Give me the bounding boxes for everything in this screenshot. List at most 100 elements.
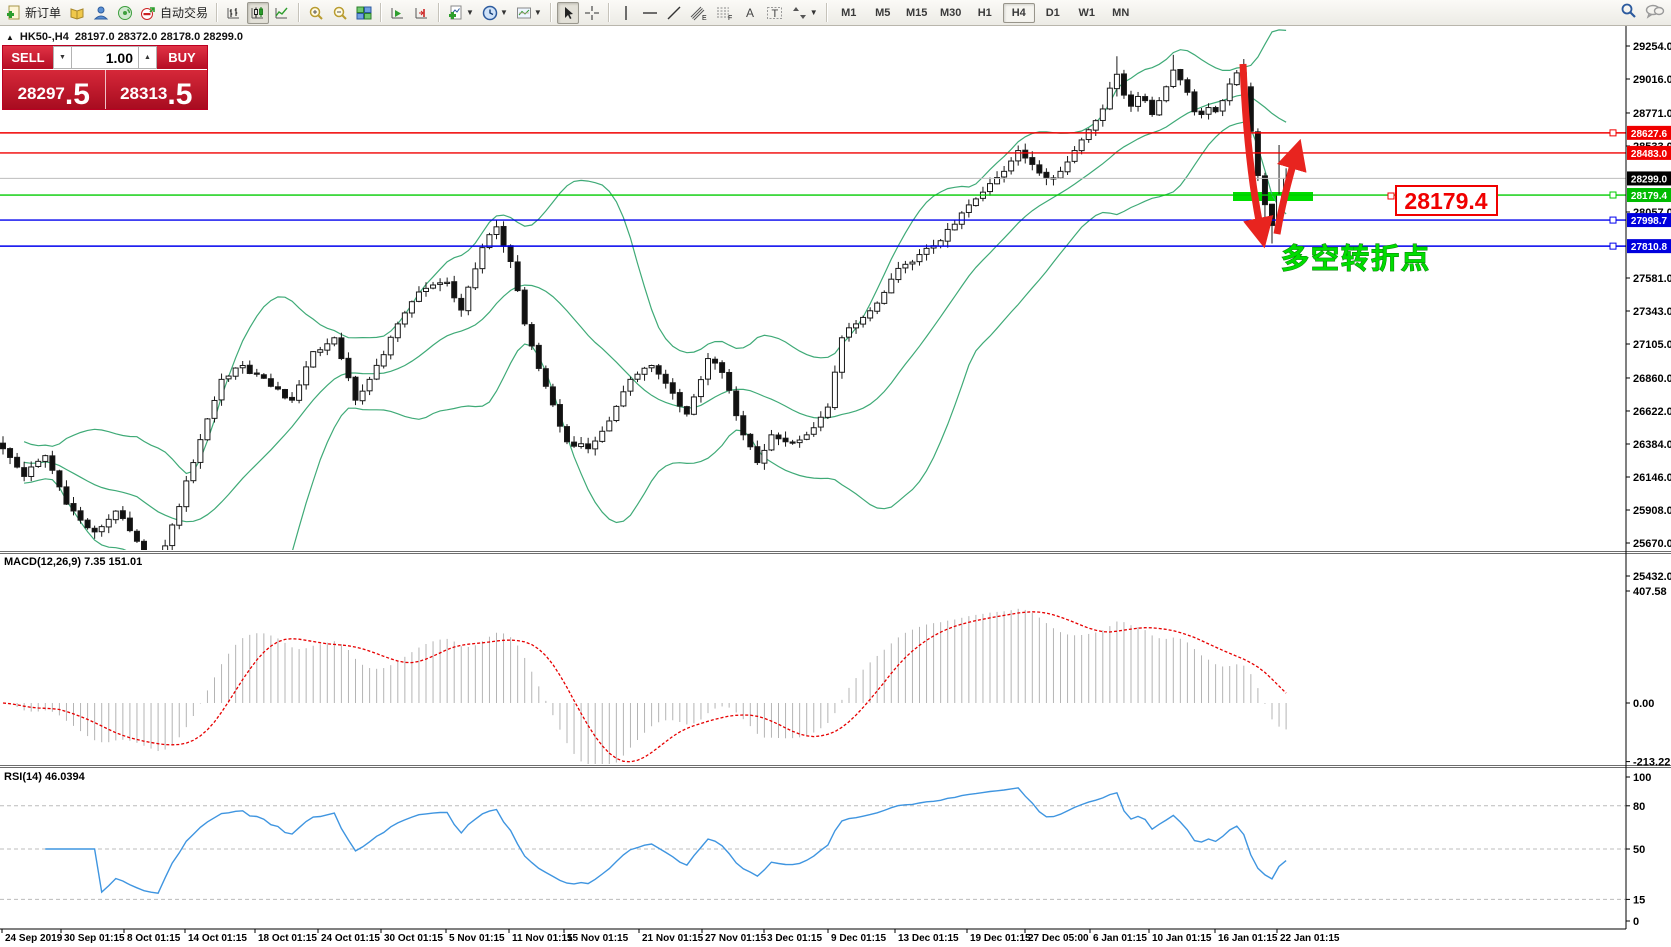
candle [472, 268, 479, 289]
dropdown-caret: ▼ [809, 8, 818, 17]
equidistant-channel-icon: E [690, 6, 707, 21]
candle [366, 378, 373, 392]
volume-input[interactable]: 1.00 [72, 46, 138, 69]
zoom-in-button[interactable] [305, 2, 327, 24]
sell-price-dec: .5 [64, 77, 90, 111]
candle [655, 365, 662, 375]
timeframe-button-d1[interactable]: D1 [1045, 6, 1060, 19]
chart-shift-button[interactable] [411, 2, 433, 24]
fibonacci-tool-button[interactable]: F [713, 2, 737, 24]
text-tool-button[interactable]: A [739, 2, 761, 24]
candlestick-mode-button[interactable] [247, 1, 270, 24]
arrows-tool-button[interactable]: ▼ [789, 2, 821, 24]
candle [690, 396, 697, 415]
cursor-icon [564, 6, 573, 19]
timeframe-button-h1[interactable]: H1 [977, 6, 992, 19]
candle [923, 247, 930, 255]
timeframe-button-m30[interactable]: M30 [940, 6, 962, 19]
svg-text:30 Oct 01:15: 30 Oct 01:15 [384, 933, 443, 944]
buy-button[interactable]: BUY [157, 46, 207, 69]
volume-decrease-button[interactable]: ▼ [53, 46, 72, 69]
crosshair-icon [584, 5, 599, 20]
dropdown-caret: ▼ [466, 8, 474, 17]
bar-chart-mode-button[interactable] [223, 2, 245, 24]
candle [1057, 170, 1064, 179]
svg-text:E: E [702, 15, 707, 21]
auto-scroll-button[interactable] [387, 2, 409, 24]
timeframe-button-m5[interactable]: M5 [875, 6, 891, 19]
signals-button[interactable] [114, 2, 136, 24]
candle [401, 312, 408, 325]
timeframe-button-w1[interactable]: W1 [1078, 6, 1095, 19]
crosshair-tool-button[interactable] [581, 2, 603, 24]
buy-price-button[interactable]: 28313 .5 [105, 70, 207, 109]
sell-button[interactable]: SELL [3, 46, 53, 69]
svg-text:-213.22: -213.22 [1633, 757, 1670, 769]
macd-histogram [9, 608, 1287, 764]
candle [119, 510, 126, 519]
svg-text:27 Dec 05:00: 27 Dec 05:00 [1028, 933, 1089, 944]
candle [761, 449, 768, 464]
timeframe-button-h4[interactable]: H4 [1002, 2, 1035, 23]
trend-arrow-down[interactable] [1239, 63, 1274, 249]
tile-windows-button[interactable] [353, 2, 375, 24]
collapse-icon[interactable]: ▲ [6, 32, 14, 42]
indicators-button[interactable]: ▼ [445, 2, 477, 24]
svg-text:9 Dec 01:15: 9 Dec 01:15 [831, 933, 886, 944]
channel-tool-button[interactable]: E [687, 2, 711, 24]
candle [1226, 83, 1233, 102]
text-label-tool-button[interactable]: T [763, 2, 787, 24]
templates-button[interactable]: ▼ [513, 2, 545, 24]
trendline-tool-button[interactable] [663, 2, 685, 24]
line-chart-mode-button[interactable] [271, 2, 293, 24]
search-icon[interactable] [1620, 2, 1637, 19]
timeframe-button-m1[interactable]: M1 [841, 6, 857, 19]
svg-text:15: 15 [1633, 894, 1645, 906]
candle [1261, 175, 1268, 206]
candle [719, 362, 726, 373]
svg-text:25432.0: 25432.0 [1633, 571, 1671, 583]
candle [697, 379, 704, 398]
zoom-out-button[interactable] [329, 2, 351, 24]
volume-increase-button[interactable]: ▲ [138, 46, 157, 69]
candle [789, 441, 796, 444]
chat-icon[interactable] [1645, 3, 1665, 19]
vertical-line-tool-button[interactable] [615, 2, 637, 24]
candle [1078, 139, 1085, 152]
candle [1106, 87, 1113, 110]
text-icon: A [746, 6, 754, 20]
candle [303, 366, 310, 386]
candle [782, 437, 789, 443]
candle [232, 367, 239, 377]
candle [860, 316, 867, 325]
pivot-annotation-text: 多空转折点 [1281, 242, 1431, 274]
candle [994, 177, 1001, 185]
auto-trading-button[interactable]: 自动交易 [138, 2, 211, 24]
timeframe-button-m15[interactable]: M15 [906, 6, 928, 19]
toolbar-separator [298, 3, 301, 22]
sell-price-button[interactable]: 28297 .5 [3, 70, 106, 109]
candle [458, 297, 465, 311]
line-anchor-handle [1609, 191, 1617, 199]
profile-button[interactable] [90, 2, 112, 24]
candle [289, 396, 296, 401]
candle [218, 378, 225, 401]
new-order-button[interactable]: 新订单 [3, 2, 64, 24]
support-price-callout[interactable]: 28179.4 [1387, 185, 1498, 216]
market-watch-button[interactable] [66, 2, 88, 24]
candle [169, 524, 176, 547]
tile-windows-icon [356, 6, 372, 19]
text-label-icon: T [766, 6, 782, 20]
candle [683, 406, 690, 415]
svg-text:50: 50 [1633, 844, 1645, 856]
trend-arrow-up[interactable] [1273, 138, 1307, 235]
svg-text:18 Oct 01:15: 18 Oct 01:15 [258, 933, 317, 944]
candle [613, 405, 620, 422]
candle [415, 291, 422, 302]
svg-text:26146.0: 26146.0 [1633, 472, 1671, 484]
periods-button[interactable]: ▼ [479, 2, 511, 24]
timeframe-button-mn[interactable]: MN [1112, 6, 1130, 19]
horizontal-line-tool-button[interactable] [639, 2, 661, 24]
cursor-tool-button[interactable] [556, 1, 579, 24]
